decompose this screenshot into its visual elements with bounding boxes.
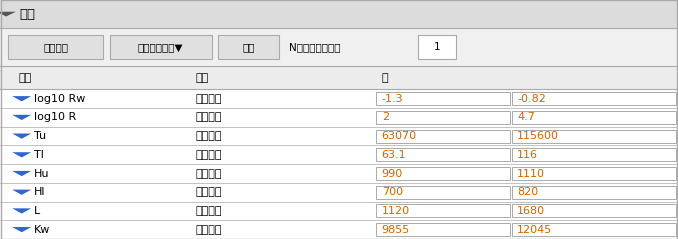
- Text: 9855: 9855: [382, 225, 410, 235]
- Text: 因子: 因子: [19, 8, 35, 21]
- Text: 4.7: 4.7: [517, 112, 535, 122]
- Text: 820: 820: [517, 187, 538, 197]
- Text: 値: 値: [382, 73, 388, 83]
- Text: 116: 116: [517, 150, 538, 160]
- FancyBboxPatch shape: [512, 130, 676, 143]
- Text: L: L: [34, 206, 40, 216]
- FancyBboxPatch shape: [0, 108, 678, 127]
- Polygon shape: [12, 134, 31, 139]
- Text: 1680: 1680: [517, 206, 545, 216]
- FancyBboxPatch shape: [0, 28, 678, 66]
- FancyBboxPatch shape: [0, 183, 678, 202]
- FancyBboxPatch shape: [376, 167, 510, 180]
- Text: 連続変数: 連続変数: [195, 150, 222, 160]
- Text: 連続変数: 連続変数: [195, 131, 222, 141]
- FancyBboxPatch shape: [0, 89, 678, 108]
- FancyBboxPatch shape: [376, 111, 510, 124]
- Polygon shape: [12, 227, 31, 232]
- Text: 990: 990: [382, 168, 403, 179]
- FancyBboxPatch shape: [376, 204, 510, 217]
- FancyBboxPatch shape: [0, 0, 678, 28]
- Text: 2: 2: [382, 112, 389, 122]
- FancyBboxPatch shape: [376, 223, 510, 236]
- Text: 1: 1: [434, 42, 440, 52]
- Text: Hl: Hl: [34, 187, 45, 197]
- Text: log10 R: log10 R: [34, 112, 76, 122]
- Polygon shape: [12, 115, 31, 120]
- Text: 12045: 12045: [517, 225, 553, 235]
- FancyBboxPatch shape: [0, 127, 678, 146]
- Text: N個の因子を追加: N個の因子を追加: [289, 42, 340, 52]
- Text: カテゴリカル▼: カテゴリカル▼: [138, 42, 184, 52]
- FancyBboxPatch shape: [8, 35, 103, 59]
- FancyBboxPatch shape: [218, 35, 279, 59]
- FancyBboxPatch shape: [512, 167, 676, 180]
- Text: log10 Rw: log10 Rw: [34, 94, 85, 104]
- Polygon shape: [12, 171, 31, 176]
- Text: 名前: 名前: [19, 73, 33, 83]
- FancyBboxPatch shape: [512, 92, 676, 105]
- FancyBboxPatch shape: [512, 204, 676, 217]
- Text: 1120: 1120: [382, 206, 410, 216]
- FancyBboxPatch shape: [0, 164, 678, 183]
- Text: 連続変数: 連続変数: [195, 206, 222, 216]
- FancyBboxPatch shape: [512, 186, 676, 199]
- FancyBboxPatch shape: [110, 35, 212, 59]
- Text: 1110: 1110: [517, 168, 545, 179]
- FancyBboxPatch shape: [376, 186, 510, 199]
- FancyBboxPatch shape: [0, 201, 678, 220]
- Polygon shape: [12, 208, 31, 214]
- Text: 連続変数: 連続変数: [195, 94, 222, 104]
- Text: -0.82: -0.82: [517, 94, 546, 104]
- Text: 63.1: 63.1: [382, 150, 406, 160]
- Text: Tu: Tu: [34, 131, 46, 141]
- Text: -1.3: -1.3: [382, 94, 403, 104]
- Polygon shape: [12, 152, 31, 158]
- FancyBboxPatch shape: [0, 66, 678, 89]
- FancyBboxPatch shape: [376, 148, 510, 161]
- FancyBboxPatch shape: [376, 92, 510, 105]
- Text: 連続変数: 連続変数: [43, 42, 68, 52]
- FancyBboxPatch shape: [418, 35, 456, 59]
- Text: 700: 700: [382, 187, 403, 197]
- Text: Tl: Tl: [34, 150, 44, 160]
- Text: 役割: 役割: [195, 73, 209, 83]
- Text: Kw: Kw: [34, 225, 50, 235]
- Text: 63070: 63070: [382, 131, 417, 141]
- Text: 連続変数: 連続変数: [195, 187, 222, 197]
- FancyBboxPatch shape: [512, 111, 676, 124]
- Text: 115600: 115600: [517, 131, 559, 141]
- FancyBboxPatch shape: [0, 146, 678, 164]
- FancyBboxPatch shape: [376, 130, 510, 143]
- Text: Hu: Hu: [34, 168, 49, 179]
- Text: 連続変数: 連続変数: [195, 225, 222, 235]
- FancyBboxPatch shape: [512, 148, 676, 161]
- Polygon shape: [12, 96, 31, 101]
- Text: 連続変数: 連続変数: [195, 112, 222, 122]
- Polygon shape: [0, 12, 16, 16]
- FancyBboxPatch shape: [512, 223, 676, 236]
- FancyBboxPatch shape: [0, 220, 678, 239]
- Text: 削除: 削除: [243, 42, 255, 52]
- Text: 連続変数: 連続変数: [195, 168, 222, 179]
- Polygon shape: [12, 190, 31, 195]
